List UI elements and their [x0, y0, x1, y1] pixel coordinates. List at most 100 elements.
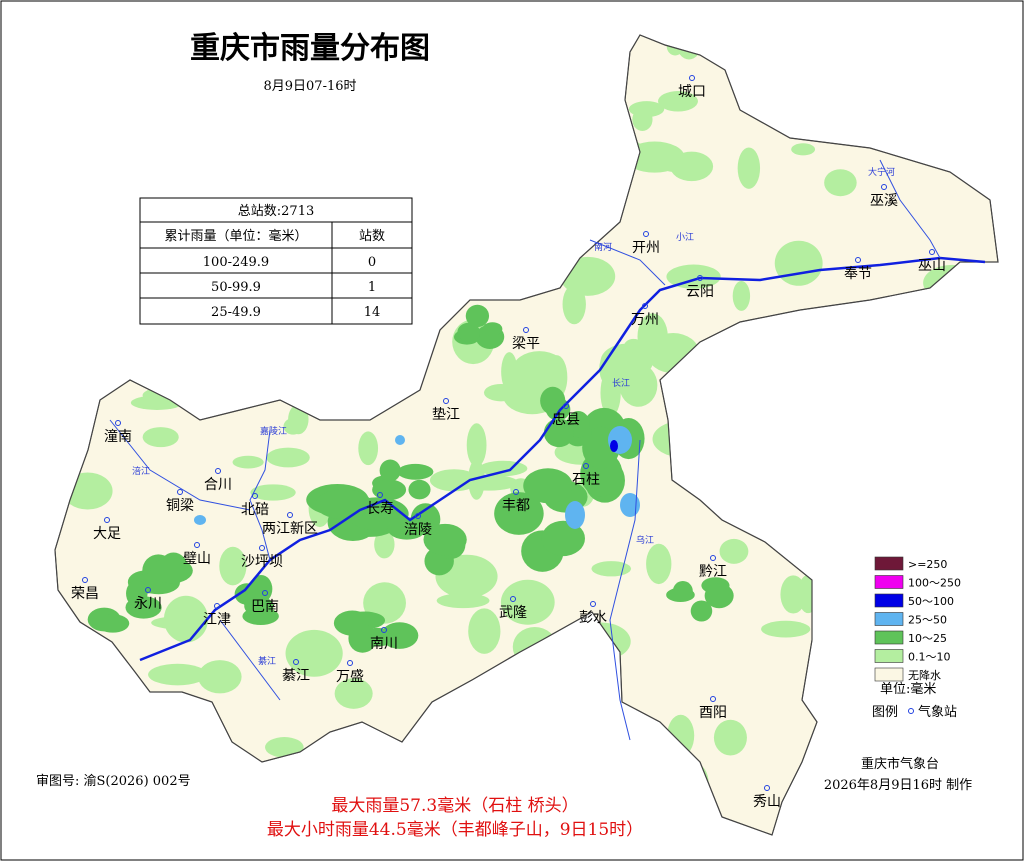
place-label: 铜梁 — [166, 498, 194, 514]
rain-area — [523, 468, 573, 504]
station — [194, 542, 200, 548]
rain-area — [600, 369, 621, 417]
station — [214, 603, 220, 609]
place-label: 开州 — [632, 240, 660, 256]
legend-swatch — [874, 593, 904, 608]
rain-area — [732, 281, 751, 311]
rain-area — [397, 463, 434, 480]
rain-area — [704, 583, 734, 609]
place-label: 巫山 — [918, 258, 946, 274]
rain-area — [543, 418, 575, 448]
legend-label: 25～50 — [908, 614, 947, 627]
rain-area — [627, 349, 684, 365]
legend-swatch — [874, 612, 904, 626]
tributaries — [109, 159, 941, 741]
table-cell: 50-99.9 — [211, 280, 261, 295]
rain-area — [285, 629, 343, 677]
place-label: 两江新区 — [262, 521, 318, 537]
legend-swatch — [874, 649, 904, 663]
station — [710, 555, 716, 561]
max-rain: 最大雨量57.3毫米（石柱 桥头） — [331, 796, 578, 816]
station — [881, 184, 887, 190]
rain-area — [774, 240, 823, 286]
station — [259, 545, 265, 551]
subtitle: 8月9日07-16时 — [263, 79, 356, 94]
rain-area — [713, 719, 747, 756]
table-header: 站数 — [359, 229, 385, 244]
rain-area — [163, 595, 209, 643]
station — [764, 785, 770, 791]
river-label: 南河 — [594, 241, 612, 253]
table-cell: 1 — [368, 280, 376, 295]
station — [590, 601, 596, 607]
place-label: 石柱 — [572, 472, 600, 488]
station — [215, 468, 221, 474]
place-label: 巫溪 — [870, 193, 898, 209]
place-label: 城口 — [678, 84, 706, 100]
rain-area — [619, 363, 658, 407]
station — [115, 420, 121, 426]
rain-area — [541, 520, 585, 557]
rain-area — [457, 322, 480, 342]
rain-area — [194, 515, 206, 525]
table-cell: 14 — [364, 305, 381, 320]
place-label: 云阳 — [686, 284, 714, 300]
place-label: 丰都 — [502, 498, 530, 514]
place-label: 潼南 — [104, 428, 132, 445]
rain-area — [315, 489, 372, 520]
rain-area — [198, 660, 242, 694]
rain-area — [646, 543, 672, 585]
rain-area — [142, 427, 179, 448]
place-label: 彭水 — [579, 610, 607, 626]
rain-area — [719, 538, 749, 564]
table-total: 总站数:2713 — [238, 204, 314, 219]
table-header: 累计雨量（单位：毫米） — [164, 228, 307, 244]
table-cell: 100-249.9 — [203, 255, 269, 270]
place-label: 沙坪坝 — [241, 554, 283, 570]
rain-area — [632, 108, 653, 132]
place-label: 永川 — [134, 596, 162, 612]
station — [347, 660, 353, 666]
station — [104, 517, 110, 523]
river-label: 涪江 — [132, 465, 150, 477]
place-label: 巴南 — [251, 599, 279, 615]
rain-area — [408, 479, 431, 500]
rain-area — [410, 503, 441, 536]
table-cell: 25-49.9 — [211, 305, 261, 320]
rain-area — [465, 304, 490, 328]
rain-area — [265, 737, 304, 758]
station — [510, 596, 516, 602]
rain-area — [372, 479, 407, 501]
rain-area — [482, 322, 503, 336]
rain-area — [126, 580, 148, 607]
river-label: 嘉陵江 — [260, 425, 287, 437]
station — [377, 492, 383, 498]
place-label: 涪陵 — [404, 522, 432, 538]
rain-area — [666, 587, 695, 603]
station — [82, 577, 88, 583]
station — [563, 403, 569, 409]
made-time: 2026年8月9日16时 制作 — [824, 778, 972, 793]
station — [583, 463, 589, 469]
stats-table: 总站数:2713 累计雨量（单位：毫米） 站数 100-249.9 0 50-9… — [139, 197, 413, 325]
legend-label: >=250 — [908, 558, 947, 571]
place-label: 璧山 — [183, 550, 211, 567]
station-symbol — [908, 708, 914, 714]
rain-area — [266, 447, 310, 468]
legend-swatch — [874, 667, 904, 682]
rain-area — [494, 492, 544, 535]
rain-area — [219, 546, 247, 586]
legend-station: 气象站 — [918, 704, 957, 720]
station — [513, 489, 519, 495]
river-label: 大宁河 — [868, 166, 895, 178]
legend-label: 50～100 — [908, 595, 954, 608]
rain-area — [761, 620, 811, 638]
place-label: 武隆 — [499, 605, 527, 621]
legend-key: 图例 — [872, 705, 898, 720]
legend-label: 0.1～10 — [908, 651, 951, 664]
place-label: 江津 — [203, 612, 231, 628]
station — [415, 513, 421, 519]
station — [689, 75, 695, 81]
